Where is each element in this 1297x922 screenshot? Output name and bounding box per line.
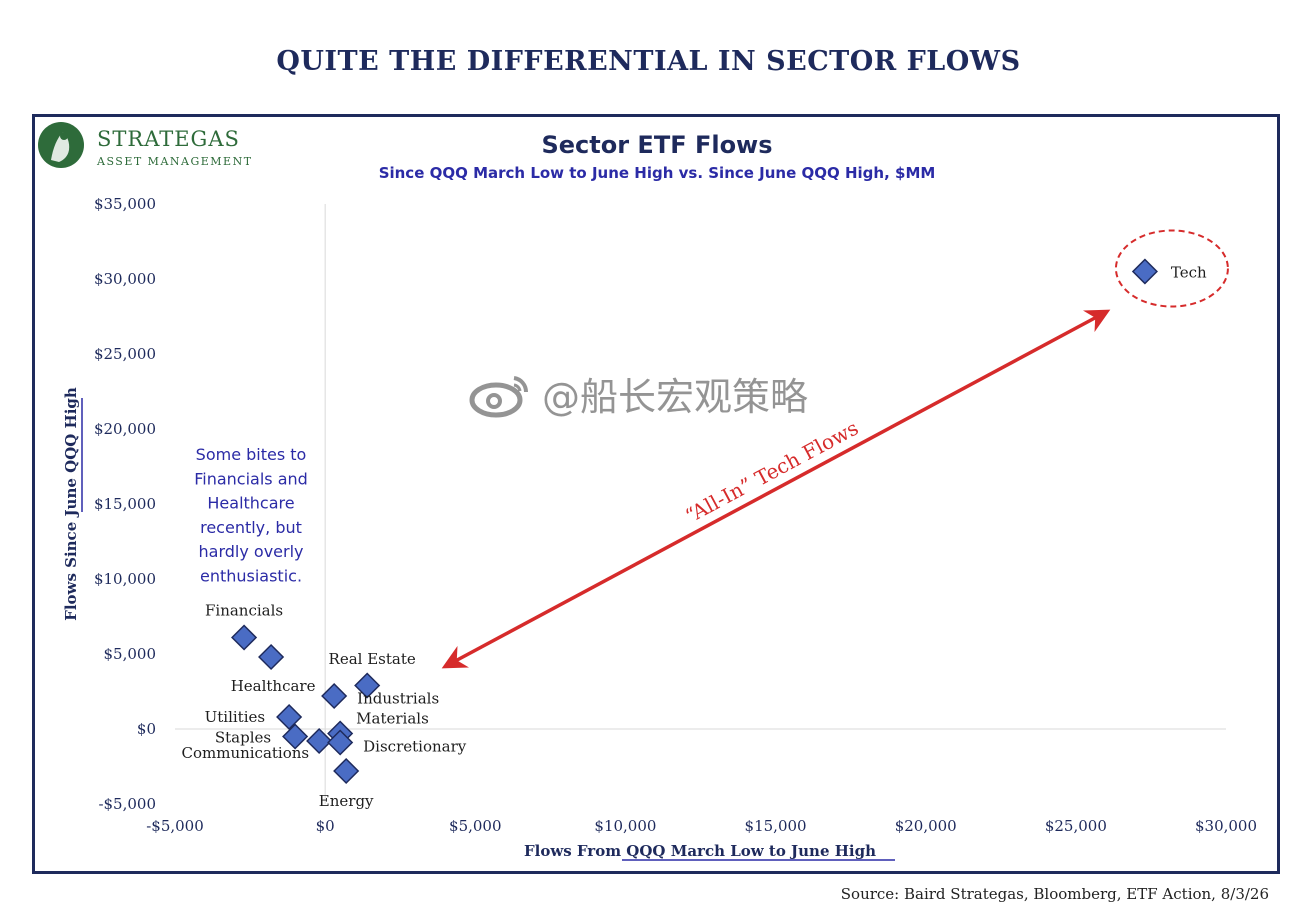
x-tick-label: $0 bbox=[316, 817, 335, 835]
logo-name: STRATEGAS bbox=[97, 127, 240, 151]
chart-title: Sector ETF Flows bbox=[541, 131, 773, 159]
x-tick-label: $20,000 bbox=[895, 817, 957, 835]
arrow-label: “All-In” Tech Flows bbox=[681, 416, 862, 528]
note-line: hardly overly bbox=[199, 542, 304, 561]
watermark-text: @船长宏观策略 bbox=[542, 375, 809, 419]
data-point-communications bbox=[306, 727, 333, 755]
y-axis-label: Flows Since June QQQ High bbox=[62, 387, 80, 621]
data-point-industrials bbox=[354, 672, 381, 699]
source-note: Source: Baird Strategas, Bloomberg, ETF … bbox=[840, 885, 1269, 903]
data-point-utilities bbox=[276, 703, 303, 731]
point-label-industrials: Industrials bbox=[357, 690, 439, 708]
point-label-staples: Staples bbox=[215, 729, 271, 747]
point-label-real-estate: Real Estate bbox=[329, 650, 416, 668]
logo-subtitle: ASSET MANAGEMENT bbox=[97, 155, 253, 168]
chart-subtitle: Since QQQ March Low to June High vs. Sin… bbox=[378, 164, 936, 182]
point-label-materials: Materials bbox=[356, 710, 429, 728]
x-tick-label: $15,000 bbox=[745, 817, 807, 835]
point-label-tech: Tech bbox=[1171, 264, 1207, 282]
y-tick-label: $35,000 bbox=[94, 195, 156, 213]
note-line: Some bites to bbox=[196, 445, 307, 464]
data-point-staples bbox=[282, 723, 309, 750]
point-label-energy: Energy bbox=[319, 792, 374, 810]
y-tick-label: -$5,000 bbox=[98, 795, 156, 813]
y-tick-label: $25,000 bbox=[94, 345, 156, 363]
data-point-discretionary bbox=[327, 729, 354, 756]
x-tick-label: $25,000 bbox=[1045, 817, 1107, 835]
note-line: recently, but bbox=[200, 518, 302, 537]
x-tick-label: -$5,000 bbox=[146, 817, 204, 835]
y-tick-label: $20,000 bbox=[94, 420, 156, 438]
point-label-financials: Financials bbox=[205, 602, 283, 620]
x-tick-label: $5,000 bbox=[449, 817, 502, 835]
x-axis-label: Flows From QQQ March Low to June High bbox=[524, 842, 876, 860]
note-line: Financials and bbox=[194, 469, 308, 488]
point-label-discretionary: Discretionary bbox=[363, 738, 467, 756]
point-label-communications: Communications bbox=[181, 744, 309, 762]
weibo-icon bbox=[469, 375, 529, 417]
data-point-energy bbox=[333, 757, 360, 785]
x-tick-label: $30,000 bbox=[1195, 817, 1257, 835]
point-label-utilities: Utilities bbox=[205, 708, 265, 726]
headline: QUITE THE DIFFERENTIAL IN SECTOR FLOWS bbox=[276, 46, 1021, 77]
tech-highlight-circle bbox=[1114, 229, 1229, 308]
data-point-real-estate bbox=[321, 682, 348, 710]
y-tick-label: $5,000 bbox=[104, 645, 157, 663]
strategas-logo-icon bbox=[38, 122, 84, 168]
y-tick-label: $30,000 bbox=[94, 270, 156, 288]
watermark: @船长宏观策略 bbox=[468, 366, 808, 421]
note-line: Healthcare bbox=[207, 494, 294, 513]
point-label-healthcare: Healthcare bbox=[231, 677, 316, 695]
y-tick-label: $0 bbox=[137, 720, 156, 738]
data-point-financials bbox=[231, 624, 258, 651]
all-in-arrow bbox=[441, 309, 1111, 669]
y-tick-label: $10,000 bbox=[94, 570, 156, 588]
data-point-tech bbox=[1131, 258, 1158, 285]
data-point-healthcare bbox=[258, 643, 285, 671]
note-line: enthusiastic. bbox=[200, 567, 302, 586]
y-tick-label: $15,000 bbox=[94, 495, 156, 513]
x-tick-label: $10,000 bbox=[594, 817, 656, 835]
